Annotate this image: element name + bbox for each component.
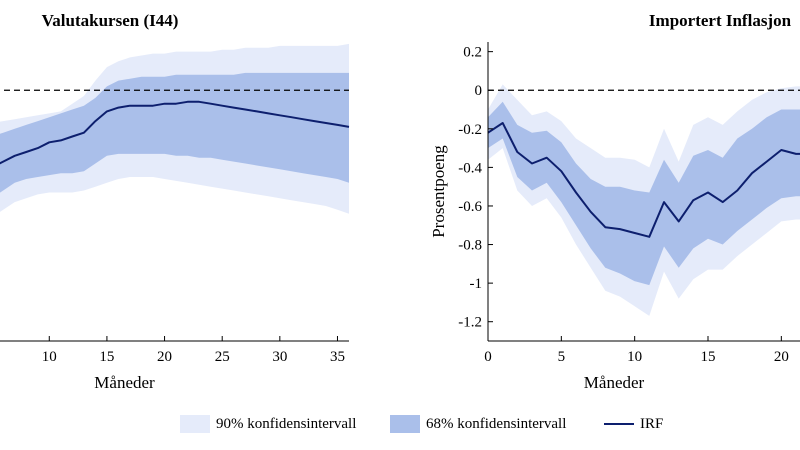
right-band-ci68 [488, 101, 800, 286]
right-y-tick-label: -1.2 [458, 315, 482, 331]
right-y-axis-label: Prosentpoeng [429, 145, 448, 238]
right-irf-line [487, 122, 800, 238]
legend-item-irf: IRF [604, 412, 663, 436]
left-x-tick-label: 15 [99, 349, 114, 365]
left-x-tick-label: 30 [272, 349, 287, 365]
right-y-tick-label: -0.8 [458, 238, 482, 254]
left-irf-line [0, 100, 350, 165]
left-band-ci68 [0, 72, 349, 193]
left-x-tick-label: 25 [215, 349, 230, 365]
left-x-axis-label: Måneder [94, 373, 155, 392]
legend-label-ci90: 90% konfidensintervall [216, 415, 357, 432]
right-x-tick-label: 0 [484, 349, 492, 365]
right-x-tick-label: 10 [627, 349, 642, 365]
importert-inflasjon-panel: 0 5 10 15 20 0.2 0 -0.2 -0.4 -0.6 -0.8 -1 -1.2 Import… [429, 11, 800, 392]
legend-line-irf [604, 423, 634, 425]
right-x-tick-label: 5 [558, 349, 566, 365]
legend-label-ci68: 68% konfidensintervall [426, 415, 567, 432]
right-y-tick-label: 0 [475, 83, 483, 99]
legend-item-ci68: 68% konfidensintervall [390, 412, 566, 436]
legend-swatch-ci68 [390, 415, 420, 433]
impulse-response-figure: 10 15 20 25 30 35 Valutakursen (I44) Måneder 0 5… [0, 11, 800, 392]
left-x-tick-label: 10 [42, 349, 57, 365]
right-y-tick-label: -1 [470, 276, 483, 292]
right-y-tick-label: -0.2 [458, 122, 482, 138]
left-x-tick-label: 20 [157, 349, 172, 365]
right-chart-title: Importert Inflasjon [649, 11, 792, 30]
legend: 90% konfidensintervall 68% konfidensinte… [0, 412, 800, 436]
right-y-tick-label: 0.2 [463, 45, 482, 61]
right-x-axis-label: Måneder [584, 373, 645, 392]
legend-swatch-ci90 [180, 415, 210, 433]
right-y-tick-label: -0.6 [458, 199, 482, 215]
valutakursen-panel: 10 15 20 25 30 35 Valutakursen (I44) Måneder [0, 11, 350, 392]
legend-label-irf: IRF [640, 415, 664, 432]
legend-item-ci90: 90% konfidensintervall [180, 412, 356, 436]
left-chart-title: Valutakursen (I44) [42, 11, 179, 30]
right-y-tick-label: -0.4 [458, 160, 482, 176]
left-x-tick-label: 35 [330, 349, 345, 365]
right-x-tick-label: 15 [701, 349, 716, 365]
right-x-tick-label: 20 [774, 349, 789, 365]
